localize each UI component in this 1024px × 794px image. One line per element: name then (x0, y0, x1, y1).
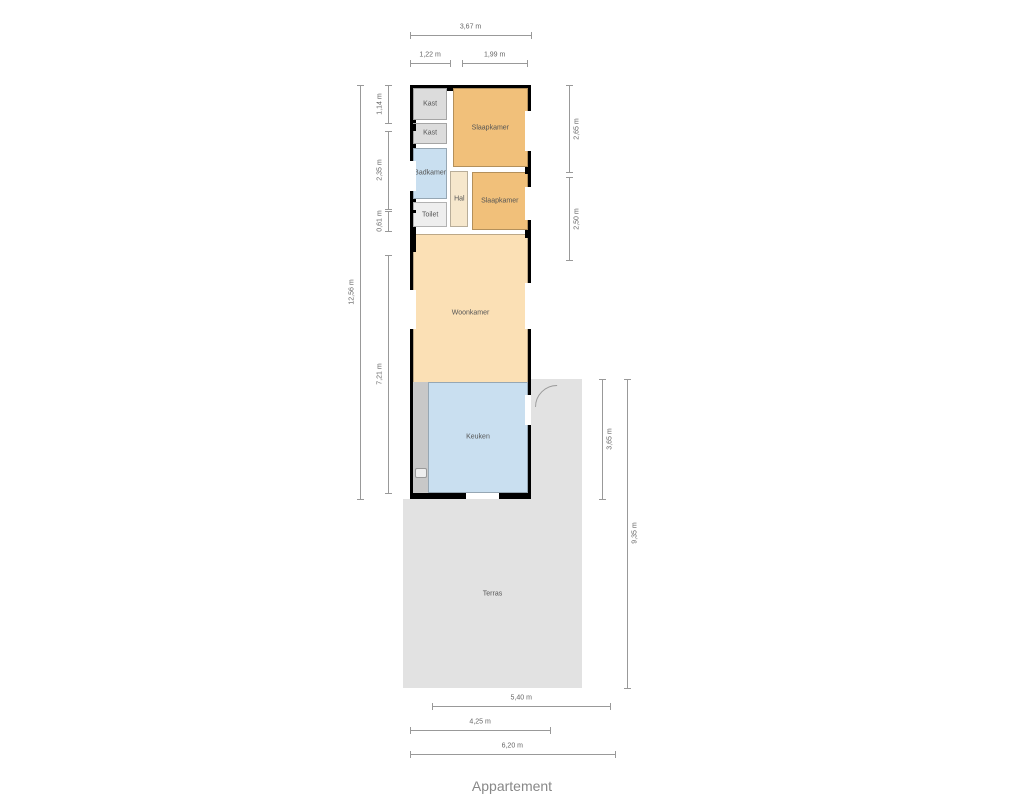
wall-accent (410, 234, 416, 252)
dim-label: 5,40 m (511, 694, 532, 701)
wall-accent (410, 124, 416, 131)
room-label-hal: Hal (454, 195, 465, 202)
dim-line (410, 35, 531, 36)
wall-accent (410, 210, 416, 213)
dim-label: 9,35 m (631, 523, 638, 544)
dim-line (388, 131, 389, 209)
sink-icon (415, 468, 427, 478)
dim-line (569, 177, 570, 260)
room-label-woonkamer: Woonkamer (452, 309, 490, 316)
wall-opening (525, 283, 531, 329)
dim-label: 0,61 m (377, 210, 384, 231)
dim-label: 1,14 m (377, 93, 384, 114)
dim-line (432, 706, 610, 707)
terrace-label: Terras (483, 590, 502, 597)
room-label-keuken: Keuken (466, 434, 490, 441)
wall-opening (410, 290, 416, 330)
dim-label: 7,21 m (377, 363, 384, 384)
dim-label: 1,99 m (484, 52, 505, 59)
wall-opening (525, 111, 531, 151)
dim-line (360, 85, 361, 499)
floorplan-title: Appartement (0, 778, 1024, 794)
wall-opening (525, 187, 531, 220)
room-label-toilet: Toilet (422, 211, 438, 218)
room-label-kast1: Kast (423, 100, 437, 107)
room-label-badkamer: Badkamer (414, 170, 446, 177)
dim-label: 4,25 m (469, 718, 490, 725)
dim-label: 1,22 m (419, 52, 440, 59)
dim-label: 2,50 m (574, 208, 581, 229)
dim-line (462, 63, 528, 64)
room-label-slaap2: Slaapkamer (481, 198, 518, 205)
room-label-kast2: Kast (423, 130, 437, 137)
dim-label: 3,65 m (606, 429, 613, 450)
dim-label: 12,56 m (349, 280, 356, 305)
dim-line (627, 379, 628, 688)
wall-accent (525, 230, 531, 238)
dim-line (410, 754, 615, 755)
dim-label: 3,67 m (460, 24, 481, 31)
dim-label: 2,35 m (377, 159, 384, 180)
wall-opening (410, 161, 416, 191)
wall-accent (525, 168, 531, 175)
dim-line (602, 379, 603, 499)
dim-label: 6,20 m (502, 742, 523, 749)
dim-label: 2,65 m (574, 118, 581, 139)
dim-line (410, 730, 550, 731)
wall-opening (466, 493, 499, 499)
room-label-slaap1: Slaapkamer (472, 124, 509, 131)
dim-line (388, 85, 389, 123)
wall-opening (525, 395, 531, 425)
dim-line (388, 255, 389, 493)
dim-line (410, 63, 450, 64)
dim-line (569, 85, 570, 172)
dim-line (388, 211, 389, 231)
